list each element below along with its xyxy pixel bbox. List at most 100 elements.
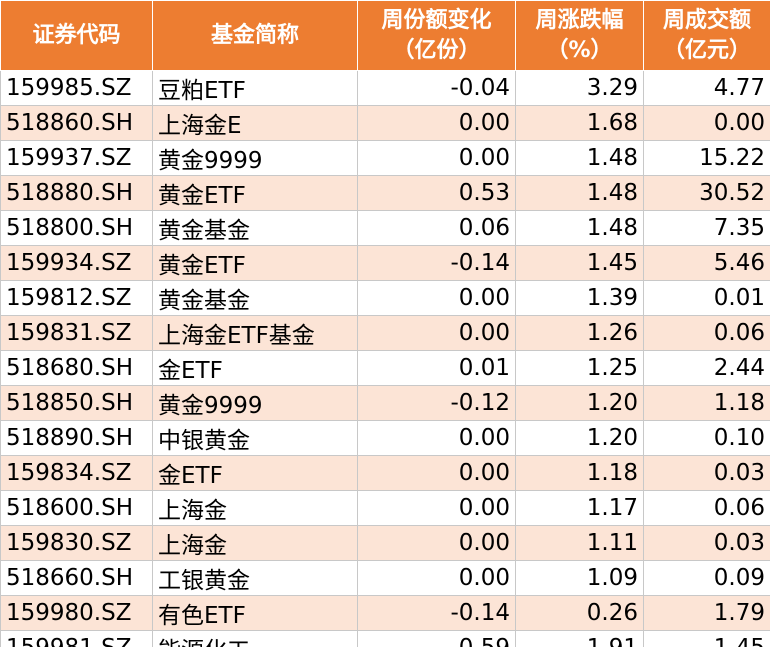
table-cell: 518880.SH	[0, 175, 153, 211]
table-cell: 0.00	[357, 105, 516, 141]
table-row: 159934.SZ 黄金ETF -0.14 1.45 5.46	[0, 245, 770, 281]
table-cell: 518680.SH	[0, 350, 153, 386]
table-cell: 1.26	[515, 315, 644, 351]
table-row: 159981.SZ能源化工-0.59-1.911.45	[0, 630, 770, 647]
header-cell: 周份额变化 （亿份）	[357, 0, 516, 71]
table-cell: 518800.SH	[0, 210, 153, 246]
header-text: （亿份）	[392, 37, 481, 63]
table-cell: 1.39	[515, 280, 644, 316]
header-text: 周涨跌幅	[535, 7, 624, 33]
table-cell: 黄金9999	[152, 140, 358, 176]
table-cell: -0.14	[357, 595, 516, 631]
table-cell: 1.48	[515, 210, 644, 246]
table-cell: -1.91	[515, 630, 644, 647]
table-row: 159985.SZ 豆粕ETF -0.04 3.29 4.77	[0, 70, 770, 106]
table-cell: 上海金E	[152, 105, 358, 141]
table-cell: 0.00	[357, 420, 516, 456]
table-cell: 0.06	[643, 490, 770, 526]
table-cell: 1.11	[515, 525, 644, 561]
table-cell: 1.68	[515, 105, 644, 141]
table-cell: 0.00	[357, 490, 516, 526]
table-cell: 0.10	[643, 420, 770, 456]
table-cell: 0.03	[643, 525, 770, 561]
table-cell: 1.20	[515, 385, 644, 421]
table-row: 518600.SH 上海金 0.00 1.17 0.06	[0, 490, 770, 526]
table-row: 159980.SZ 有色ETF -0.14 0.26 1.79	[0, 595, 770, 631]
table-cell: -0.04	[357, 70, 516, 106]
table-row: 159812.SZ 黄金基金 0.00 1.39 0.01	[0, 280, 770, 316]
table-cell: 1.18	[515, 455, 644, 491]
table-row: 518860.SH 上海金E 0.00 1.68 0.00	[0, 105, 770, 141]
table-cell: 上海金ETF基金	[152, 315, 358, 351]
table-cell: 0.00	[357, 280, 516, 316]
table-cell: 518850.SH	[0, 385, 153, 421]
table-cell: 0.53	[357, 175, 516, 211]
table-body: 159985.SZ 豆粕ETF -0.04 3.29 4.77 518860.SH 上海金E…	[0, 70, 770, 647]
table-cell: 上海金	[152, 490, 358, 526]
table-cell: 豆粕ETF	[152, 70, 358, 106]
table-cell: 159834.SZ	[0, 455, 153, 491]
table-cell: 0.06	[357, 210, 516, 246]
table-cell: 1.25	[515, 350, 644, 386]
table-cell: 金ETF	[152, 350, 358, 386]
table-cell: 黄金9999	[152, 385, 358, 421]
table-cell: 黄金基金	[152, 210, 358, 246]
table-cell: 0.03	[643, 455, 770, 491]
table-cell: 黄金ETF	[152, 245, 358, 281]
table-row: 159937.SZ 黄金9999 0.00 1.48 15.22	[0, 140, 770, 176]
table-cell: 0.00	[357, 140, 516, 176]
table-cell: 5.46	[643, 245, 770, 281]
table-cell: 0.00	[357, 525, 516, 561]
header-text: 周成交额	[662, 7, 751, 33]
table-cell: 金ETF	[152, 455, 358, 491]
table-row: 518890.SH 中银黄金 0.00 1.20 0.10	[0, 420, 770, 456]
table-cell: -0.12	[357, 385, 516, 421]
table-cell: 518890.SH	[0, 420, 153, 456]
table-cell: 15.22	[643, 140, 770, 176]
table-cell: 159937.SZ	[0, 140, 153, 176]
table-cell: 1.17	[515, 490, 644, 526]
table-cell: 1.79	[643, 595, 770, 631]
table-cell: 159812.SZ	[0, 280, 153, 316]
table-cell: 1.45	[515, 245, 644, 281]
table-row: 518680.SH 金ETF 0.01 1.25 2.44	[0, 350, 770, 386]
table-cell: 1.18	[643, 385, 770, 421]
table-cell: 0.00	[357, 455, 516, 491]
header-text: （亿元）	[662, 37, 751, 63]
table-row: 518850.SH 黄金9999 -0.12 1.20 1.18	[0, 385, 770, 421]
table-cell: 工银黄金	[152, 560, 358, 596]
header-text: （%）	[546, 37, 613, 63]
table-cell: 0.01	[643, 280, 770, 316]
table-cell: 2.44	[643, 350, 770, 386]
table-cell: 0.06	[643, 315, 770, 351]
table-cell: 518600.SH	[0, 490, 153, 526]
table-row: 159834.SZ 金ETF 0.00 1.18 0.03	[0, 455, 770, 491]
table-cell: 0.09	[643, 560, 770, 596]
table-cell: 1.48	[515, 175, 644, 211]
table-cell: 3.29	[515, 70, 644, 106]
table-cell: 上海金	[152, 525, 358, 561]
table-cell: 159985.SZ	[0, 70, 153, 106]
table-cell: -0.14	[357, 245, 516, 281]
header-text: 证券代码	[32, 22, 121, 48]
header-cell: 证券代码	[0, 0, 153, 71]
table-cell: 1.45	[643, 630, 770, 647]
table-cell: 中银黄金	[152, 420, 358, 456]
table-row: 518800.SH 黄金基金 0.06 1.48 7.35	[0, 210, 770, 246]
table-row: 518660.SH 工银黄金 0.00 1.09 0.09	[0, 560, 770, 596]
table-cell: 黄金基金	[152, 280, 358, 316]
header-row: 证券代码 基金简称 周份额变化 （亿份） 周涨跌幅 （%） 周成交额 （亿元）	[0, 0, 770, 71]
table-cell: 1.48	[515, 140, 644, 176]
table-cell: 518860.SH	[0, 105, 153, 141]
table-cell: 159830.SZ	[0, 525, 153, 561]
table-cell: 0.00	[357, 560, 516, 596]
header-cell: 基金简称	[152, 0, 358, 71]
table-row: 159831.SZ 上海金ETF基金 0.00 1.26 0.06	[0, 315, 770, 351]
table-cell: 159981.SZ	[0, 630, 153, 647]
table-cell: 0.26	[515, 595, 644, 631]
header-cell: 周成交额 （亿元）	[643, 0, 770, 71]
table-cell: 4.77	[643, 70, 770, 106]
table-cell: 30.52	[643, 175, 770, 211]
